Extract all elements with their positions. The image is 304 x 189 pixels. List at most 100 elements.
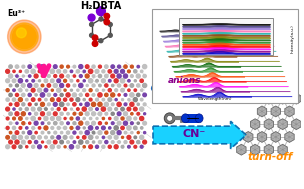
Circle shape — [15, 131, 19, 134]
Circle shape — [108, 136, 112, 139]
Circle shape — [140, 89, 143, 91]
Circle shape — [16, 93, 19, 96]
Circle shape — [51, 136, 54, 139]
Circle shape — [143, 121, 147, 125]
Circle shape — [6, 136, 9, 139]
Circle shape — [79, 131, 82, 134]
Circle shape — [127, 126, 131, 130]
Circle shape — [32, 145, 35, 148]
Circle shape — [19, 117, 22, 120]
Circle shape — [121, 107, 124, 111]
Circle shape — [70, 126, 73, 129]
Circle shape — [28, 103, 31, 106]
Text: Intensity(a.u.): Intensity(a.u.) — [290, 24, 295, 53]
Circle shape — [77, 108, 79, 110]
Circle shape — [22, 84, 25, 87]
Circle shape — [42, 141, 43, 143]
Circle shape — [99, 17, 103, 21]
Circle shape — [131, 132, 133, 134]
Circle shape — [143, 113, 146, 115]
Circle shape — [47, 112, 51, 115]
Circle shape — [19, 145, 22, 148]
Circle shape — [96, 7, 105, 16]
Polygon shape — [285, 106, 294, 117]
Circle shape — [60, 102, 64, 106]
Circle shape — [124, 131, 127, 134]
Circle shape — [73, 112, 76, 115]
Circle shape — [6, 69, 9, 73]
Circle shape — [102, 70, 105, 73]
Circle shape — [102, 126, 105, 130]
Circle shape — [127, 116, 131, 121]
Ellipse shape — [195, 114, 203, 123]
Circle shape — [104, 102, 109, 106]
Circle shape — [140, 70, 143, 73]
Circle shape — [70, 136, 73, 139]
Polygon shape — [250, 119, 260, 130]
Circle shape — [63, 136, 67, 139]
Circle shape — [118, 65, 121, 68]
Circle shape — [79, 112, 82, 115]
Circle shape — [133, 98, 137, 102]
Circle shape — [98, 141, 102, 144]
Circle shape — [79, 121, 83, 125]
Circle shape — [6, 79, 9, 83]
Circle shape — [47, 103, 50, 106]
Circle shape — [134, 145, 137, 148]
Circle shape — [41, 75, 43, 77]
Circle shape — [127, 136, 131, 139]
Circle shape — [60, 74, 64, 78]
Polygon shape — [292, 119, 301, 130]
Circle shape — [123, 74, 128, 78]
Circle shape — [50, 69, 54, 74]
Circle shape — [167, 115, 173, 121]
Circle shape — [41, 84, 44, 87]
Circle shape — [38, 145, 41, 149]
Circle shape — [28, 93, 31, 97]
Circle shape — [96, 89, 98, 91]
Polygon shape — [244, 132, 253, 142]
Circle shape — [124, 103, 127, 106]
Circle shape — [88, 14, 95, 21]
Circle shape — [64, 146, 66, 148]
Circle shape — [123, 121, 127, 125]
Circle shape — [83, 80, 85, 82]
Circle shape — [12, 135, 16, 139]
Circle shape — [19, 127, 22, 129]
Circle shape — [92, 141, 95, 143]
Circle shape — [128, 89, 130, 91]
Circle shape — [60, 122, 63, 125]
Text: Wavelength(nm): Wavelength(nm) — [198, 97, 232, 101]
Circle shape — [98, 74, 102, 78]
Circle shape — [67, 122, 69, 125]
Circle shape — [67, 103, 69, 105]
Circle shape — [92, 112, 95, 116]
Circle shape — [108, 145, 111, 148]
Circle shape — [115, 108, 118, 110]
Circle shape — [122, 99, 123, 101]
Circle shape — [136, 93, 140, 97]
Circle shape — [79, 65, 83, 69]
Circle shape — [66, 93, 70, 97]
Circle shape — [54, 94, 57, 96]
Circle shape — [96, 108, 98, 110]
Circle shape — [105, 122, 107, 124]
Circle shape — [70, 117, 73, 120]
Circle shape — [86, 140, 89, 144]
Text: CN⁻: CN⁻ — [183, 129, 206, 139]
Circle shape — [140, 98, 143, 101]
Circle shape — [131, 113, 133, 115]
Circle shape — [54, 140, 57, 144]
Circle shape — [8, 20, 41, 53]
Circle shape — [9, 103, 12, 106]
Circle shape — [28, 84, 32, 88]
Circle shape — [123, 112, 127, 116]
Circle shape — [6, 145, 9, 149]
Circle shape — [92, 131, 95, 134]
Circle shape — [89, 89, 92, 92]
Circle shape — [104, 19, 109, 25]
Circle shape — [111, 93, 115, 97]
Circle shape — [50, 98, 54, 101]
Circle shape — [137, 103, 140, 105]
Circle shape — [26, 89, 28, 91]
